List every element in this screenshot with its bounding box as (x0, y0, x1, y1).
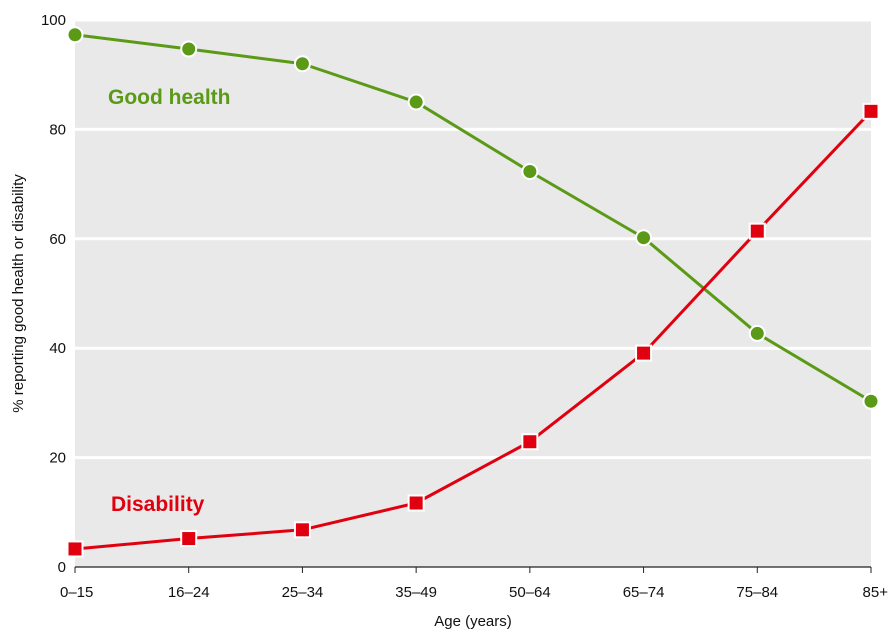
x-tick-label: 25–34 (282, 584, 324, 601)
x-axis-ticks: 0–15 16–24 25–34 35–49 50–64 65–74 75–84 85+ (60, 567, 888, 601)
data-point (66, 540, 84, 558)
x-tick-label: 50–64 (509, 584, 551, 601)
x-tick-label: 75–84 (736, 584, 778, 601)
data-point (748, 222, 766, 240)
y-tick-label: 80 (49, 121, 66, 138)
x-axis-title: Age (years) (434, 613, 512, 630)
y-tick-label: 100 (41, 12, 66, 29)
data-point (407, 93, 425, 111)
data-point (180, 530, 198, 548)
data-point (293, 55, 311, 73)
data-point (521, 163, 539, 181)
data-point (407, 494, 425, 512)
data-point (180, 40, 198, 58)
x-tick-label: 16–24 (168, 584, 210, 601)
y-tick-label: 0 (58, 559, 66, 576)
series-disability (66, 102, 880, 558)
series-good-health (66, 26, 880, 410)
data-point (862, 102, 880, 120)
y-axis-ticks: 0 20 40 60 80 100 (41, 12, 66, 576)
y-tick-label: 40 (49, 340, 66, 357)
series-labels: Good health Disability (108, 86, 231, 516)
y-axis-title: % reporting good health or disability (10, 174, 27, 413)
data-point (635, 229, 653, 247)
plot-background (75, 20, 871, 567)
y-tick-label: 60 (49, 231, 66, 248)
data-point (862, 392, 880, 410)
data-point (293, 521, 311, 539)
data-point (521, 433, 539, 451)
data-point (748, 324, 766, 342)
series-label: Disability (111, 493, 205, 516)
y-tick-label: 20 (49, 450, 66, 467)
x-tick-label: 85+ (863, 584, 889, 601)
gridlines (75, 18, 871, 568)
data-point (66, 26, 84, 44)
series-label: Good health (108, 86, 231, 109)
x-tick-label: 65–74 (623, 584, 665, 601)
series-line (74, 110, 873, 551)
series-group (66, 26, 880, 558)
series-line (74, 33, 872, 403)
x-tick-label: 35–49 (395, 584, 437, 601)
x-tick-label: 0–15 (60, 584, 93, 601)
data-point (635, 344, 653, 362)
